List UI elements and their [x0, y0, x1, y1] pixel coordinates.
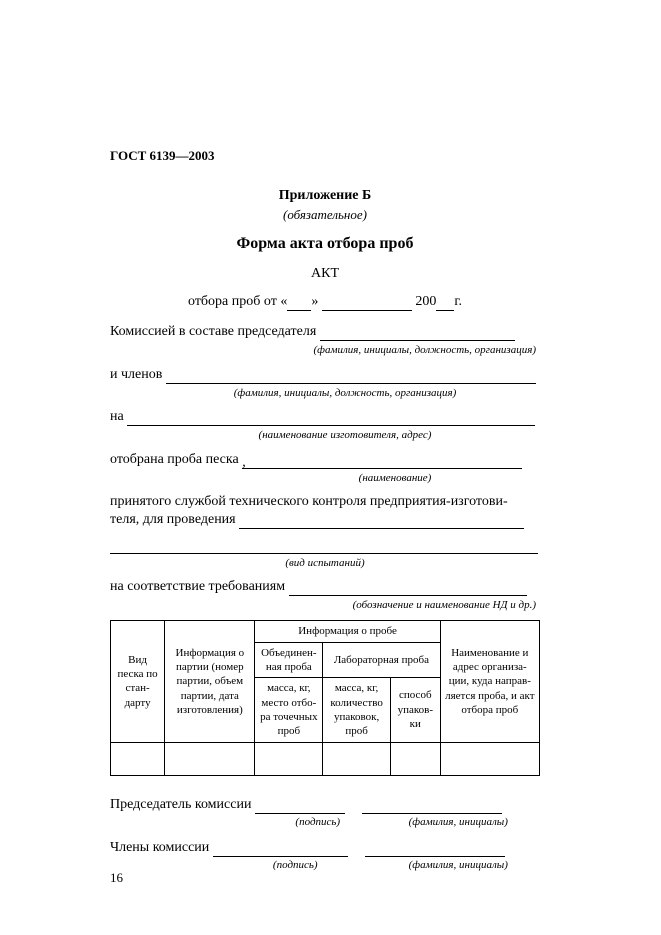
sampling-date-row: отбора проб от « » 200 г.: [110, 293, 540, 311]
sig-sign1: (подпись): [273, 815, 363, 829]
mandatory-note: (обязательное): [110, 207, 540, 224]
chairman-sig-blank: [255, 799, 345, 814]
month-blank: [322, 296, 412, 311]
year-suffix: г.: [454, 294, 462, 309]
compliance-blank: [289, 581, 527, 596]
note-test-type: (вид испытаний): [110, 556, 540, 570]
table-row: [111, 742, 540, 775]
commission-row: Комиссией в составе председателя: [110, 323, 540, 341]
page-number: 16: [110, 870, 123, 886]
cell: [323, 742, 391, 775]
note-name: (наименование): [110, 471, 540, 485]
cell: [440, 742, 539, 775]
akt-heading: АКТ: [110, 265, 540, 283]
th-sample-info: Информация о пробе: [255, 621, 440, 642]
on-row: на: [110, 408, 540, 426]
note-fio1: (фамилия, инициалы, должность, организац…: [110, 343, 540, 357]
accepted-row2: теля, для проведения: [110, 511, 540, 529]
accepted-line1: принятого службой технического контроля …: [110, 493, 540, 511]
note-manufacturer: (наименование изготовителя, адрес): [110, 428, 540, 442]
sample-table: Вид песка по стан-дарту Информация о пар…: [110, 620, 540, 775]
th-sand-type: Вид песка по стан-дарту: [111, 621, 165, 742]
members-sig-row: Члены комиссии: [110, 839, 540, 857]
th-combined-sub: масса, кг, место отбо-ра точечных проб: [255, 678, 323, 742]
accepted-row3: [110, 535, 540, 553]
chairman-blank: [320, 326, 515, 341]
sand-blank: [242, 454, 522, 469]
th-batch-info: Информация о партии (номер партии, объем…: [165, 621, 255, 742]
members-label: Члены комиссии: [110, 840, 209, 855]
and-members: и членов: [110, 367, 162, 382]
sampling-prefix: отбора проб от «: [188, 294, 287, 309]
note-designation: (обозначение и наименование НД и др.): [110, 598, 540, 612]
form-title: Форма акта отбора проб: [110, 234, 540, 255]
th-lab-mass: масса, кг, количество упаковок, проб: [323, 678, 391, 742]
commission-prefix: Комиссией в составе председателя: [110, 324, 316, 339]
year-prefix: 200: [415, 294, 436, 309]
th-lab: Лабораторная проба: [323, 642, 440, 678]
chairman-sig-notes: (подпись) (фамилия, инициалы): [110, 815, 540, 829]
chairman-label: Председатель комиссии: [110, 797, 251, 812]
sand-row: отобрана проба песка: [110, 451, 540, 469]
year-blank: [436, 296, 454, 311]
members-row: и членов: [110, 366, 540, 384]
cell: [255, 742, 323, 775]
members-fio-blank: [365, 842, 505, 857]
sig-sign2: (подпись): [228, 858, 363, 872]
compliance-prefix: на соответствие требованиям: [110, 579, 285, 594]
cell: [111, 742, 165, 775]
note-fio2: (фамилия, инициалы, должность, организац…: [110, 386, 540, 400]
th-combined: Объединен-ная проба: [255, 642, 323, 678]
on-blank: [127, 411, 535, 426]
sig-fio1: (фамилия, инициалы): [388, 815, 528, 829]
accepted-blank: [239, 514, 524, 529]
sig-fio2: (фамилия, инициалы): [388, 858, 528, 872]
cell: [390, 742, 440, 775]
th-lab-pack: способ упаков-ки: [390, 678, 440, 742]
compliance-row: на соответствие требованиям: [110, 578, 540, 596]
accepted-blank2: [110, 539, 538, 554]
appendix-title: Приложение Б: [110, 187, 540, 205]
gost-header: ГОСТ 6139—2003: [110, 148, 540, 165]
chairman-fio-blank: [362, 799, 502, 814]
accepted-prefix2: теля, для проведения: [110, 512, 236, 527]
cell: [165, 742, 255, 775]
members-sig-blank: [213, 842, 348, 857]
members-sig-notes: (подпись) (фамилия, инициалы): [110, 858, 540, 872]
sampling-mid: »: [311, 294, 318, 309]
page-content: ГОСТ 6139—2003 Приложение Б (обязательно…: [110, 148, 540, 882]
members-blank: [166, 369, 536, 384]
on-prefix: на: [110, 409, 124, 424]
sand-prefix: отобрана проба песка: [110, 452, 239, 467]
day-blank: [287, 296, 311, 311]
th-org: Наименование и адрес организа-ции, куда …: [440, 621, 539, 742]
chairman-sig-row: Председатель комиссии: [110, 796, 540, 814]
